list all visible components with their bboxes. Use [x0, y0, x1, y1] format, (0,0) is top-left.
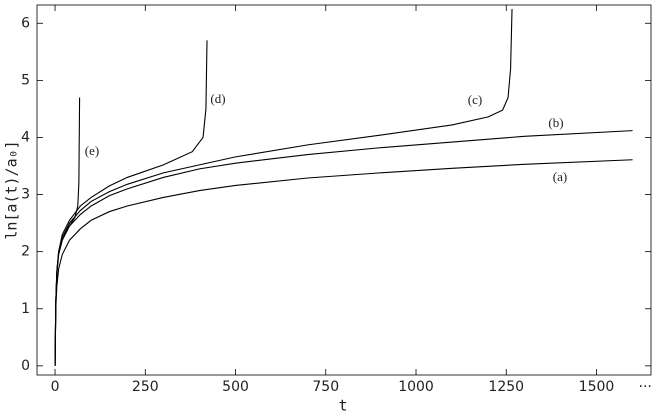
y-tick-label: 1	[21, 301, 30, 317]
y-axis-label: ln[a(t)/a₀]	[3, 140, 21, 239]
x-tick-label: 1500	[579, 379, 615, 395]
x-tick-label: 0	[51, 379, 60, 395]
curve	[54, 130, 633, 366]
curve-label: (d)	[210, 91, 225, 106]
x-tick-label: 500	[222, 379, 249, 395]
curve-label: (e)	[85, 143, 99, 158]
curve-label: (c)	[468, 92, 482, 107]
curve-label: (b)	[548, 115, 563, 130]
y-tick-label: 3	[21, 187, 30, 203]
curve	[54, 159, 633, 366]
y-tick-label: 2	[21, 244, 30, 260]
x-tick-label: 250	[132, 379, 159, 395]
x-tick-label: ···	[639, 379, 652, 395]
y-tick-label: 6	[21, 15, 30, 31]
curve	[54, 8, 513, 366]
y-tick-label: 4	[21, 129, 30, 145]
x-tick-label: 1250	[488, 379, 524, 395]
x-tick-label: 1000	[398, 379, 434, 395]
curve	[54, 97, 81, 366]
curve-label: (a)	[553, 169, 567, 184]
plot-frame	[36, 4, 652, 376]
x-tick-label: 750	[312, 379, 339, 395]
y-tick-label: 5	[21, 72, 30, 88]
y-tick-label: 0	[21, 358, 30, 374]
x-axis-label: t	[338, 397, 347, 415]
